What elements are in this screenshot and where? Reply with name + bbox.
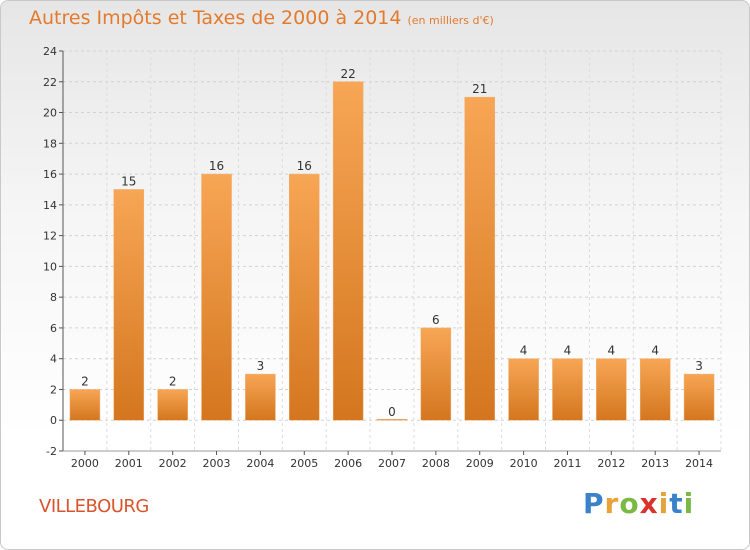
data-label-2012: 4 [608,344,616,358]
y-tick-label: 20 [43,107,57,120]
bar-2003 [201,173,232,421]
logo-letter: t [669,487,684,520]
y-tick-label: 6 [50,322,57,335]
data-label-2001: 15 [121,174,136,188]
logo-letter: i [658,487,670,520]
data-label-2007: 0 [388,405,396,419]
bar-2007 [376,418,408,421]
data-label-2009: 21 [472,82,487,96]
bar-2005 [289,173,320,421]
bar-layer: 2 15 2 16 3 16 22 0 6 21 4 4 4 4 3 [69,67,715,421]
bar-2011 [552,358,583,421]
chart-title-text: Autres Impôts et Taxes de 2000 à 2014 [29,7,402,29]
x-tick-label-2004: 2004 [246,457,274,470]
logo-letter: x [639,487,659,520]
y-tick-label: 0 [50,414,57,427]
y-tick-label: 10 [43,260,57,273]
y-tick-label: -2 [46,445,57,458]
data-label-2010: 4 [520,344,528,358]
data-label-2003: 16 [209,159,224,173]
bar-2014 [683,373,715,421]
y-tick-label: 4 [50,353,57,366]
y-tick-label: 12 [43,230,57,243]
x-tick-label-2008: 2008 [422,457,450,470]
y-tick-label: 2 [50,383,57,396]
data-label-2006: 22 [340,67,355,81]
x-tick-label-2005: 2005 [290,457,318,470]
logo-letter: r [604,487,620,520]
x-tick-label-2010: 2010 [510,457,538,470]
y-tick-label: 24 [43,45,57,58]
bar-2006 [332,81,364,421]
y-tick-label: 8 [50,291,57,304]
chart-subtitle: (en milliers d'€) [407,14,494,27]
data-label-2000: 2 [81,374,89,388]
y-tick-label: 22 [43,76,57,89]
bar-2008 [420,327,452,421]
location-name: VILLEBOURG [39,496,149,517]
y-tick-label: 18 [43,137,57,150]
y-tick-label: 14 [43,199,57,212]
bar-2004 [245,373,276,421]
logo-letter: i [683,487,695,520]
data-label-2005: 16 [297,159,312,173]
bar-2013 [639,358,671,421]
x-tick-label-2003: 2003 [203,457,231,470]
x-tick-label-2009: 2009 [466,457,494,470]
logo-letter: o [619,487,640,520]
data-label-2002: 2 [169,374,177,388]
data-label-2008: 6 [432,313,440,327]
bar-2001 [113,189,145,421]
x-tick-label-2001: 2001 [115,457,143,470]
bar-2002 [157,389,188,421]
bar-2010 [508,358,539,421]
chart-title: Autres Impôts et Taxes de 2000 à 2014 (en… [29,7,494,29]
logo-letter: P [583,487,605,520]
bar-2000 [69,389,101,421]
data-label-2011: 4 [564,344,572,358]
x-tick-label-2007: 2007 [378,457,406,470]
x-tick-label-2012: 2012 [597,457,625,470]
data-label-2004: 3 [257,359,265,373]
bar-2009 [464,96,495,421]
x-tick-label-2006: 2006 [334,457,362,470]
x-tick-label-2000: 2000 [71,457,99,470]
data-label-2013: 4 [651,344,659,358]
data-label-2014: 3 [695,359,703,373]
y-tick-label: 16 [43,168,57,181]
x-tick-label-2002: 2002 [159,457,187,470]
x-tick-label-2011: 2011 [553,457,581,470]
proxiti-logo: Proxiti [583,487,694,520]
x-tick-label-2013: 2013 [641,457,669,470]
bar-2012 [596,358,627,421]
x-tick-label-2014: 2014 [685,457,713,470]
